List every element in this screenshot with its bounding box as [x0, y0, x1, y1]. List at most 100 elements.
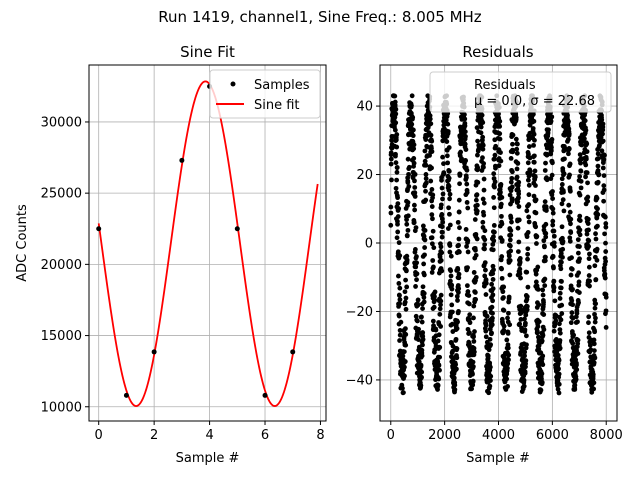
- residual-point: [516, 239, 522, 245]
- residuals-ytick-label: 40: [356, 100, 373, 115]
- residual-point: [402, 373, 407, 379]
- residual-point: [534, 241, 539, 246]
- figure-suptitle: Run 1419, channel1, Sine Freq.: 8.005 MH…: [158, 8, 482, 26]
- residual-point: [462, 129, 468, 135]
- residual-point: [603, 294, 609, 300]
- residual-point: [556, 381, 562, 387]
- residual-point: [403, 342, 409, 348]
- residual-point: [544, 151, 550, 157]
- residual-point: [397, 332, 403, 338]
- residual-point: [527, 169, 533, 174]
- sine-fit-ytick-label: 10000: [41, 400, 82, 415]
- residual-point: [509, 184, 515, 190]
- residual-point: [573, 314, 579, 320]
- residual-point: [422, 228, 428, 233]
- residual-point: [432, 294, 437, 299]
- residual-point: [388, 156, 394, 162]
- residual-point: [534, 328, 540, 334]
- residual-point: [559, 201, 565, 207]
- residual-point: [592, 311, 597, 317]
- residual-point: [487, 360, 493, 366]
- residual-point: [577, 256, 582, 262]
- residual-point: [526, 182, 532, 188]
- residual-point: [409, 121, 415, 127]
- residual-point: [508, 243, 513, 249]
- residual-point: [470, 359, 476, 365]
- residual-point: [405, 227, 411, 233]
- residual-point: [508, 232, 514, 238]
- residual-point: [578, 185, 584, 191]
- residual-point: [403, 326, 408, 332]
- residual-point: [538, 387, 544, 393]
- residual-point: [557, 345, 563, 351]
- residual-point: [458, 137, 464, 143]
- residual-point: [465, 238, 471, 244]
- residual-point: [498, 158, 504, 164]
- residual-point: [526, 202, 532, 207]
- residual-point: [586, 244, 592, 249]
- residual-point: [557, 296, 563, 301]
- residual-point: [396, 240, 402, 246]
- residual-point: [531, 193, 537, 199]
- residual-point: [400, 385, 405, 391]
- residual-point: [412, 185, 418, 190]
- residual-point: [472, 217, 478, 222]
- residual-point: [403, 332, 409, 337]
- residual-point: [570, 340, 576, 346]
- residual-point: [595, 156, 601, 161]
- residual-point: [586, 314, 592, 320]
- residual-point: [557, 338, 563, 343]
- residual-point: [396, 281, 402, 286]
- residual-point: [404, 217, 409, 223]
- residual-point: [542, 199, 548, 205]
- residual-point: [423, 137, 429, 142]
- residual-point: [553, 318, 559, 324]
- sine-fit-legend: Samples Sine fit: [209, 69, 321, 119]
- residual-point: [603, 221, 609, 226]
- residual-point: [438, 302, 443, 308]
- residuals-xtick-label: 4000: [482, 428, 515, 443]
- residual-point: [397, 253, 403, 259]
- residual-point: [526, 219, 532, 225]
- residual-point: [570, 286, 575, 292]
- residual-point: [457, 171, 463, 177]
- residual-point: [446, 175, 452, 181]
- residual-point: [471, 338, 477, 344]
- residual-point: [401, 390, 406, 396]
- residual-point: [437, 311, 443, 317]
- residual-point: [497, 118, 503, 124]
- residual-point: [491, 195, 497, 200]
- residual-point: [549, 145, 554, 150]
- residual-point: [414, 271, 420, 277]
- residual-point: [539, 338, 545, 344]
- residual-point: [439, 224, 445, 230]
- residual-point: [557, 330, 563, 336]
- residual-point: [583, 162, 589, 168]
- residual-point: [448, 292, 454, 298]
- residual-point: [498, 189, 503, 195]
- residual-point: [594, 246, 600, 252]
- residual-point: [488, 373, 494, 379]
- residual-point: [395, 249, 401, 255]
- residual-point: [406, 184, 412, 189]
- residual-point: [507, 322, 513, 328]
- residual-point: [462, 112, 467, 117]
- residual-point: [489, 322, 495, 328]
- residual-point: [572, 387, 578, 392]
- residual-point: [415, 318, 420, 324]
- residual-point: [585, 221, 591, 227]
- residual-point: [418, 383, 424, 388]
- residual-point: [560, 246, 566, 252]
- residual-point: [513, 115, 519, 120]
- residual-point: [558, 285, 564, 291]
- residual-point: [493, 143, 499, 149]
- residual-point: [592, 355, 598, 361]
- residual-point: [533, 183, 538, 188]
- residual-point: [473, 231, 479, 237]
- residual-point: [393, 111, 399, 117]
- residual-point: [430, 258, 436, 263]
- residual-point: [566, 131, 572, 137]
- residual-point: [446, 187, 452, 193]
- residual-point: [462, 123, 468, 129]
- residuals-xtick-label: 8000: [590, 428, 623, 443]
